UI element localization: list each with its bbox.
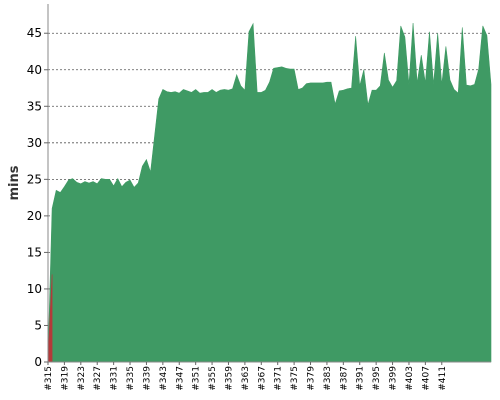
data-areas xyxy=(47,22,492,363)
y-tick-label-25: 25 xyxy=(27,172,42,186)
x-tick-label-23: #407 xyxy=(421,366,431,391)
x-tick-label-22: #403 xyxy=(405,366,415,391)
x-tick-label-6: #339 xyxy=(142,366,152,391)
x-tick-label-1: #319 xyxy=(60,366,70,391)
y-tick-label-40: 40 xyxy=(27,63,42,77)
x-tick-label-19: #391 xyxy=(356,366,366,391)
x-tick-label-5: #335 xyxy=(126,366,136,391)
x-tick-label-16: #379 xyxy=(307,366,317,391)
y-tick-label-35: 35 xyxy=(27,99,42,113)
x-tick-label-15: #375 xyxy=(290,366,300,391)
x-tick-label-8: #347 xyxy=(175,366,185,391)
x-tick-label-18: #387 xyxy=(339,366,349,391)
x-tick-label-24: #411 xyxy=(438,366,448,391)
x-tick-labels: #315 #319 #323 #327 #331 #335 #339 #343 #347 #351… xyxy=(44,362,448,391)
x-tick-label-10: #355 xyxy=(208,366,218,391)
y-tick-label-15: 15 xyxy=(27,245,42,259)
x-tick-label-3: #327 xyxy=(93,366,103,391)
axes xyxy=(47,4,491,363)
x-tick-label-20: #395 xyxy=(372,366,382,391)
y-tick-label-45: 45 xyxy=(27,26,42,40)
y-tick-label-30: 30 xyxy=(27,136,42,150)
y-tick-label-10: 10 xyxy=(27,282,42,296)
x-tick-label-11: #359 xyxy=(224,366,234,391)
x-tick-label-7: #343 xyxy=(159,366,169,391)
x-tick-label-12: #363 xyxy=(241,366,251,391)
x-tick-label-4: #331 xyxy=(110,366,120,391)
series-area-0 xyxy=(47,22,492,363)
x-tick-label-21: #399 xyxy=(389,366,399,391)
y-tick-labels: 0 5 10 15 20 25 30 35 40 45 xyxy=(27,26,48,369)
x-tick-label-14: #371 xyxy=(274,366,284,391)
x-tick-label-0: #315 xyxy=(44,366,54,391)
x-tick-label-9: #351 xyxy=(192,366,202,391)
y-tick-label-0: 0 xyxy=(34,355,42,369)
y-tick-label-20: 20 xyxy=(27,209,42,223)
x-tick-label-13: #367 xyxy=(257,366,267,391)
x-tick-label-17: #383 xyxy=(323,366,333,391)
x-tick-label-2: #323 xyxy=(77,366,87,391)
y-axis-label: mins xyxy=(7,165,22,200)
y-tick-label-5: 5 xyxy=(34,318,42,332)
